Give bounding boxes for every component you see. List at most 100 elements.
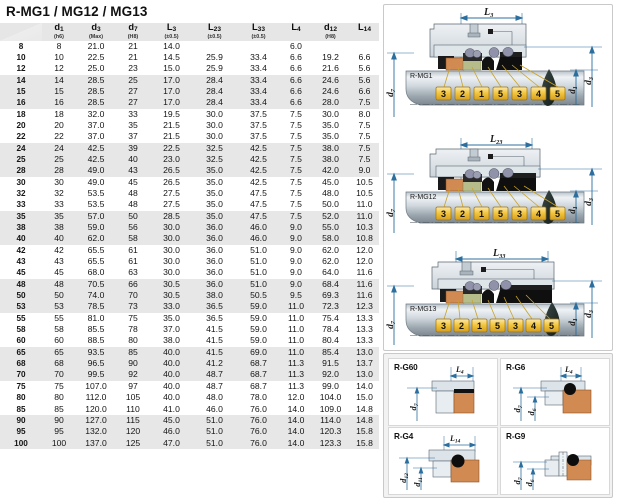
cell-L23: 48.0 — [193, 392, 236, 404]
cell-d7: 39 — [116, 142, 150, 154]
cell-L3: 41.0 — [150, 403, 193, 415]
cell-size: 45 — [0, 267, 42, 279]
cell-L23: 30.0 — [193, 119, 236, 132]
svg-text:d6: d6 — [526, 408, 538, 415]
cell-d12: 50.0 — [311, 199, 350, 211]
cell-d12: 92.0 — [311, 369, 350, 381]
cell-L14: 13.3 — [350, 324, 379, 336]
cell-d1: 68 — [42, 358, 76, 370]
cell-d7: 92 — [116, 369, 150, 381]
cell-L14: 10.5 — [350, 187, 379, 200]
cell-L14: 12.0 — [350, 244, 379, 257]
cell-L33: 33.4 — [236, 51, 281, 64]
cell-d1: 95 — [42, 426, 76, 438]
cell-d1: 20 — [42, 119, 76, 132]
cell-size: 22 — [0, 131, 42, 143]
table-row: 60 60 88.5 80 38.0 41.5 59.0 11.0 80.4 13.3 — [0, 335, 379, 347]
svg-text:d7: d7 — [512, 477, 524, 484]
cell-d12: 85.4 — [311, 346, 350, 359]
cell-L3: 17.0 — [150, 85, 193, 98]
col-header-d7: d7 (H8) — [116, 22, 150, 41]
cell-size: 100 — [0, 437, 42, 449]
cell-L4: 7.5 — [281, 119, 311, 132]
svg-text:d1: d1 — [567, 86, 579, 94]
spec-table-wrap: d1 (h6) d3 (Max) d7 (H8) L3 (±0.5) L23 (±0.5) L33(… — [0, 22, 379, 456]
cell-d12: 21.6 — [311, 63, 350, 75]
cell-size: 55 — [0, 312, 42, 325]
cell-size: 33 — [0, 199, 42, 211]
cell-d7: 105 — [116, 392, 150, 404]
cell-size: 68 — [0, 358, 42, 370]
cell-L4: 11.0 — [281, 301, 311, 313]
cell-L33: 33.4 — [236, 63, 281, 75]
cell-d1: 25 — [42, 153, 76, 166]
diagram-r-mg13: L33 — [384, 233, 612, 348]
cell-d1: 48 — [42, 278, 76, 291]
svg-text:d7: d7 — [386, 320, 397, 329]
page-title: R-MG1 / MG12 / MG13 — [6, 4, 148, 19]
cell-L3: 47.0 — [150, 437, 193, 449]
cell-d7: 61 — [116, 244, 150, 257]
dimension-L4 — [559, 367, 583, 383]
cell-L23: 32.5 — [193, 142, 236, 154]
cell-d3: 49.0 — [76, 176, 116, 188]
cell-L23: 38.0 — [193, 290, 236, 302]
cell-d12: 75.4 — [311, 312, 350, 325]
cell-d12: 24.6 — [311, 85, 350, 98]
svg-text:d7: d7 — [408, 403, 420, 410]
cell-d7: 78 — [116, 324, 150, 336]
cell-d12: 62.0 — [311, 244, 350, 257]
cell-d7: 90 — [116, 358, 150, 370]
col-header-L14: L14 — [350, 22, 379, 41]
dimension-L4 — [449, 367, 475, 383]
cell-L3: 23.0 — [150, 153, 193, 166]
col-header-L3: L3 (±0.5) — [150, 22, 193, 41]
cell-size: 8 — [0, 40, 42, 52]
cell-d3: 42.5 — [76, 153, 116, 166]
dimension-d1-d3 — [538, 167, 602, 225]
cell-d3: 70.5 — [76, 278, 116, 291]
cell-d1: 53 — [42, 301, 76, 313]
cell-d3: 42.5 — [76, 142, 116, 154]
cell-d3: 53.5 — [76, 199, 116, 211]
svg-text:5: 5 — [549, 321, 554, 331]
cell-L14: 7.5 — [350, 131, 379, 143]
cell-L4: 9.0 — [281, 244, 311, 257]
diagram-r-g60: R-G60 L4 — [388, 358, 498, 426]
cell-d3: 68.0 — [76, 267, 116, 279]
svg-text:d3: d3 — [584, 310, 595, 318]
cell-L4: 14.0 — [281, 426, 311, 438]
callout-row: 3 2 1 5 3 4 5 — [435, 86, 566, 101]
cell-d7: 50 — [116, 210, 150, 222]
svg-text:d7: d7 — [386, 208, 397, 217]
cell-size: 15 — [0, 85, 42, 98]
cell-L4: 14.0 — [281, 414, 311, 427]
part-body — [428, 449, 480, 483]
part-body — [544, 451, 592, 481]
cell-d7: 73 — [116, 301, 150, 313]
diagram-tag-label: R-G6 — [506, 363, 526, 372]
table-row: 80 80 112.0 105 40.0 48.0 78.0 12.0 104.0 15.0 — [0, 392, 379, 404]
cell-L3: 27.5 — [150, 199, 193, 211]
cell-d7: 115 — [116, 414, 150, 427]
table-row: 75 75 107.0 97 40.0 48.7 68.7 11.3 99.0 14.0 — [0, 380, 379, 393]
cell-L4: 7.5 — [281, 131, 311, 143]
cell-d7: 97 — [116, 380, 150, 393]
cell-L23: 36.0 — [193, 278, 236, 291]
cell-L14: 15.8 — [350, 437, 379, 449]
cell-L4: 9.0 — [281, 278, 311, 291]
cell-L23: 35.0 — [193, 210, 236, 222]
table-row: 40 40 62.0 58 30.0 36.0 46.0 9.0 58.0 10.8 — [0, 233, 379, 245]
cell-L3: 22.5 — [150, 142, 193, 154]
cell-d12: 78.4 — [311, 324, 350, 336]
table-row: 90 90 127.0 115 45.0 51.0 76.0 14.0 114.0 14.8 — [0, 414, 379, 427]
cell-size: 75 — [0, 380, 42, 393]
cell-L4: 7.5 — [281, 199, 311, 211]
cell-d1: 40 — [42, 233, 76, 245]
cell-d1: 28 — [42, 165, 76, 177]
cell-d7: 70 — [116, 290, 150, 302]
table-row: 28 28 49.0 43 26.5 35.0 42.5 7.5 42.0 9.0 — [0, 165, 379, 177]
col-header-d1: d1 (h6) — [42, 22, 76, 41]
col-header-L4: L4 — [281, 22, 311, 41]
